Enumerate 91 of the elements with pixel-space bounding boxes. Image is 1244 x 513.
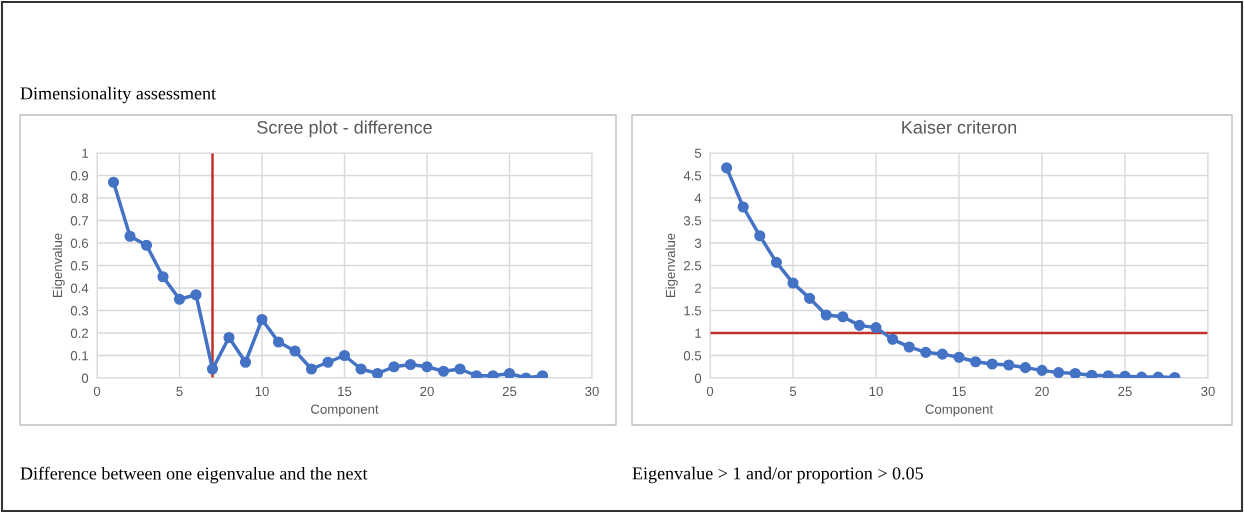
- y-tick-label: 3.5: [683, 216, 702, 226]
- point: [454, 363, 466, 375]
- chart-title: Kaiser criteron: [902, 120, 1017, 134]
- point: [190, 289, 202, 301]
- text: Dimensionality assessment: [20, 86, 216, 104]
- y-tick-label: 0.2: [70, 328, 89, 338]
- y-tick-label: 2: [694, 283, 701, 293]
- point: [887, 333, 899, 345]
- point: [737, 201, 749, 213]
- y-tick-label: 1: [695, 328, 702, 338]
- text: Eigenvalue > 1 and/or proportion > 0.05: [632, 466, 923, 484]
- x-tick-label: 30: [1201, 386, 1215, 397]
- y-tick-label: 0.6: [70, 238, 89, 248]
- point: [206, 363, 219, 375]
- point: [256, 313, 268, 326]
- y-axis-title: Eigenvalue: [665, 233, 678, 298]
- point: [1069, 367, 1081, 378]
- x-tick-label: 20: [1035, 386, 1049, 397]
- x-tick-label: 0: [706, 386, 714, 397]
- point: [107, 176, 120, 188]
- point: [970, 356, 982, 368]
- y-axis-title: Eigenvalue: [52, 233, 65, 298]
- x-tick-label: 0: [93, 386, 101, 397]
- point: [721, 162, 733, 174]
- y-tick-label: 0.1: [70, 351, 89, 361]
- point: [355, 363, 367, 375]
- y-tick-label: 2.5: [683, 261, 702, 271]
- x-tick-label: 5: [176, 386, 183, 397]
- y-tick-label: 3: [694, 238, 702, 248]
- point: [371, 367, 384, 378]
- point: [338, 349, 351, 362]
- text: Difference between one eigenvalue and the next: [20, 466, 368, 484]
- y-tick-label: 0.8: [70, 193, 89, 203]
- point: [936, 348, 948, 360]
- point: [239, 356, 252, 368]
- y-tick-label: 0.5: [70, 261, 89, 271]
- point: [853, 319, 865, 331]
- y-tick-label: 4: [694, 193, 702, 203]
- point: [140, 239, 153, 251]
- point: [322, 356, 334, 368]
- point: [770, 256, 782, 268]
- y-tick-label: 5: [694, 148, 702, 158]
- point: [1053, 367, 1065, 378]
- y-tick-label: 0.9: [70, 171, 89, 181]
- point: [787, 277, 799, 289]
- x-tick-label: 15: [952, 386, 966, 397]
- point: [388, 361, 400, 373]
- point: [173, 293, 186, 305]
- x-tick-label: 10: [255, 386, 269, 397]
- point: [503, 367, 516, 378]
- x-axis-title: Component: [311, 404, 379, 417]
- y-tick-label: 0.7: [70, 216, 89, 226]
- x-tick-label: 5: [789, 386, 797, 397]
- y-tick-label: 0: [81, 373, 89, 383]
- x-tick-label: 15: [338, 386, 352, 397]
- point: [1086, 369, 1098, 378]
- point: [124, 230, 136, 242]
- point: [1003, 359, 1015, 371]
- point: [272, 336, 285, 348]
- point: [820, 309, 832, 321]
- point: [837, 311, 849, 323]
- point: [223, 331, 235, 344]
- y-tick-label: 4.5: [683, 171, 702, 181]
- point: [870, 322, 882, 334]
- point: [903, 341, 915, 353]
- x-axis-title: Component: [925, 404, 994, 417]
- point: [804, 292, 816, 304]
- point: [157, 271, 169, 283]
- point: [986, 358, 998, 370]
- x-tick-label: 25: [1118, 386, 1132, 397]
- point: [920, 346, 932, 358]
- point: [953, 351, 965, 363]
- point: [1036, 364, 1048, 376]
- point: [1019, 362, 1031, 374]
- y-tick-label: 0.5: [683, 351, 702, 361]
- point: [289, 345, 301, 357]
- x-tick-label: 25: [502, 386, 517, 397]
- x-tick-label: 20: [420, 386, 434, 397]
- y-tick-label: 0: [694, 373, 702, 383]
- point: [437, 365, 450, 377]
- y-tick-label: 1: [82, 148, 89, 158]
- point: [421, 361, 433, 373]
- chart-title: Scree plot - difference: [257, 120, 432, 138]
- x-tick-label: 30: [585, 386, 599, 397]
- point: [305, 363, 318, 375]
- point: [754, 230, 766, 242]
- point: [404, 358, 417, 371]
- y-tick-label: 1.5: [684, 306, 702, 316]
- x-tick-label: 10: [869, 386, 883, 397]
- y-tick-label: 0.4: [70, 283, 89, 293]
- y-tick-label: 0.3: [70, 306, 89, 316]
